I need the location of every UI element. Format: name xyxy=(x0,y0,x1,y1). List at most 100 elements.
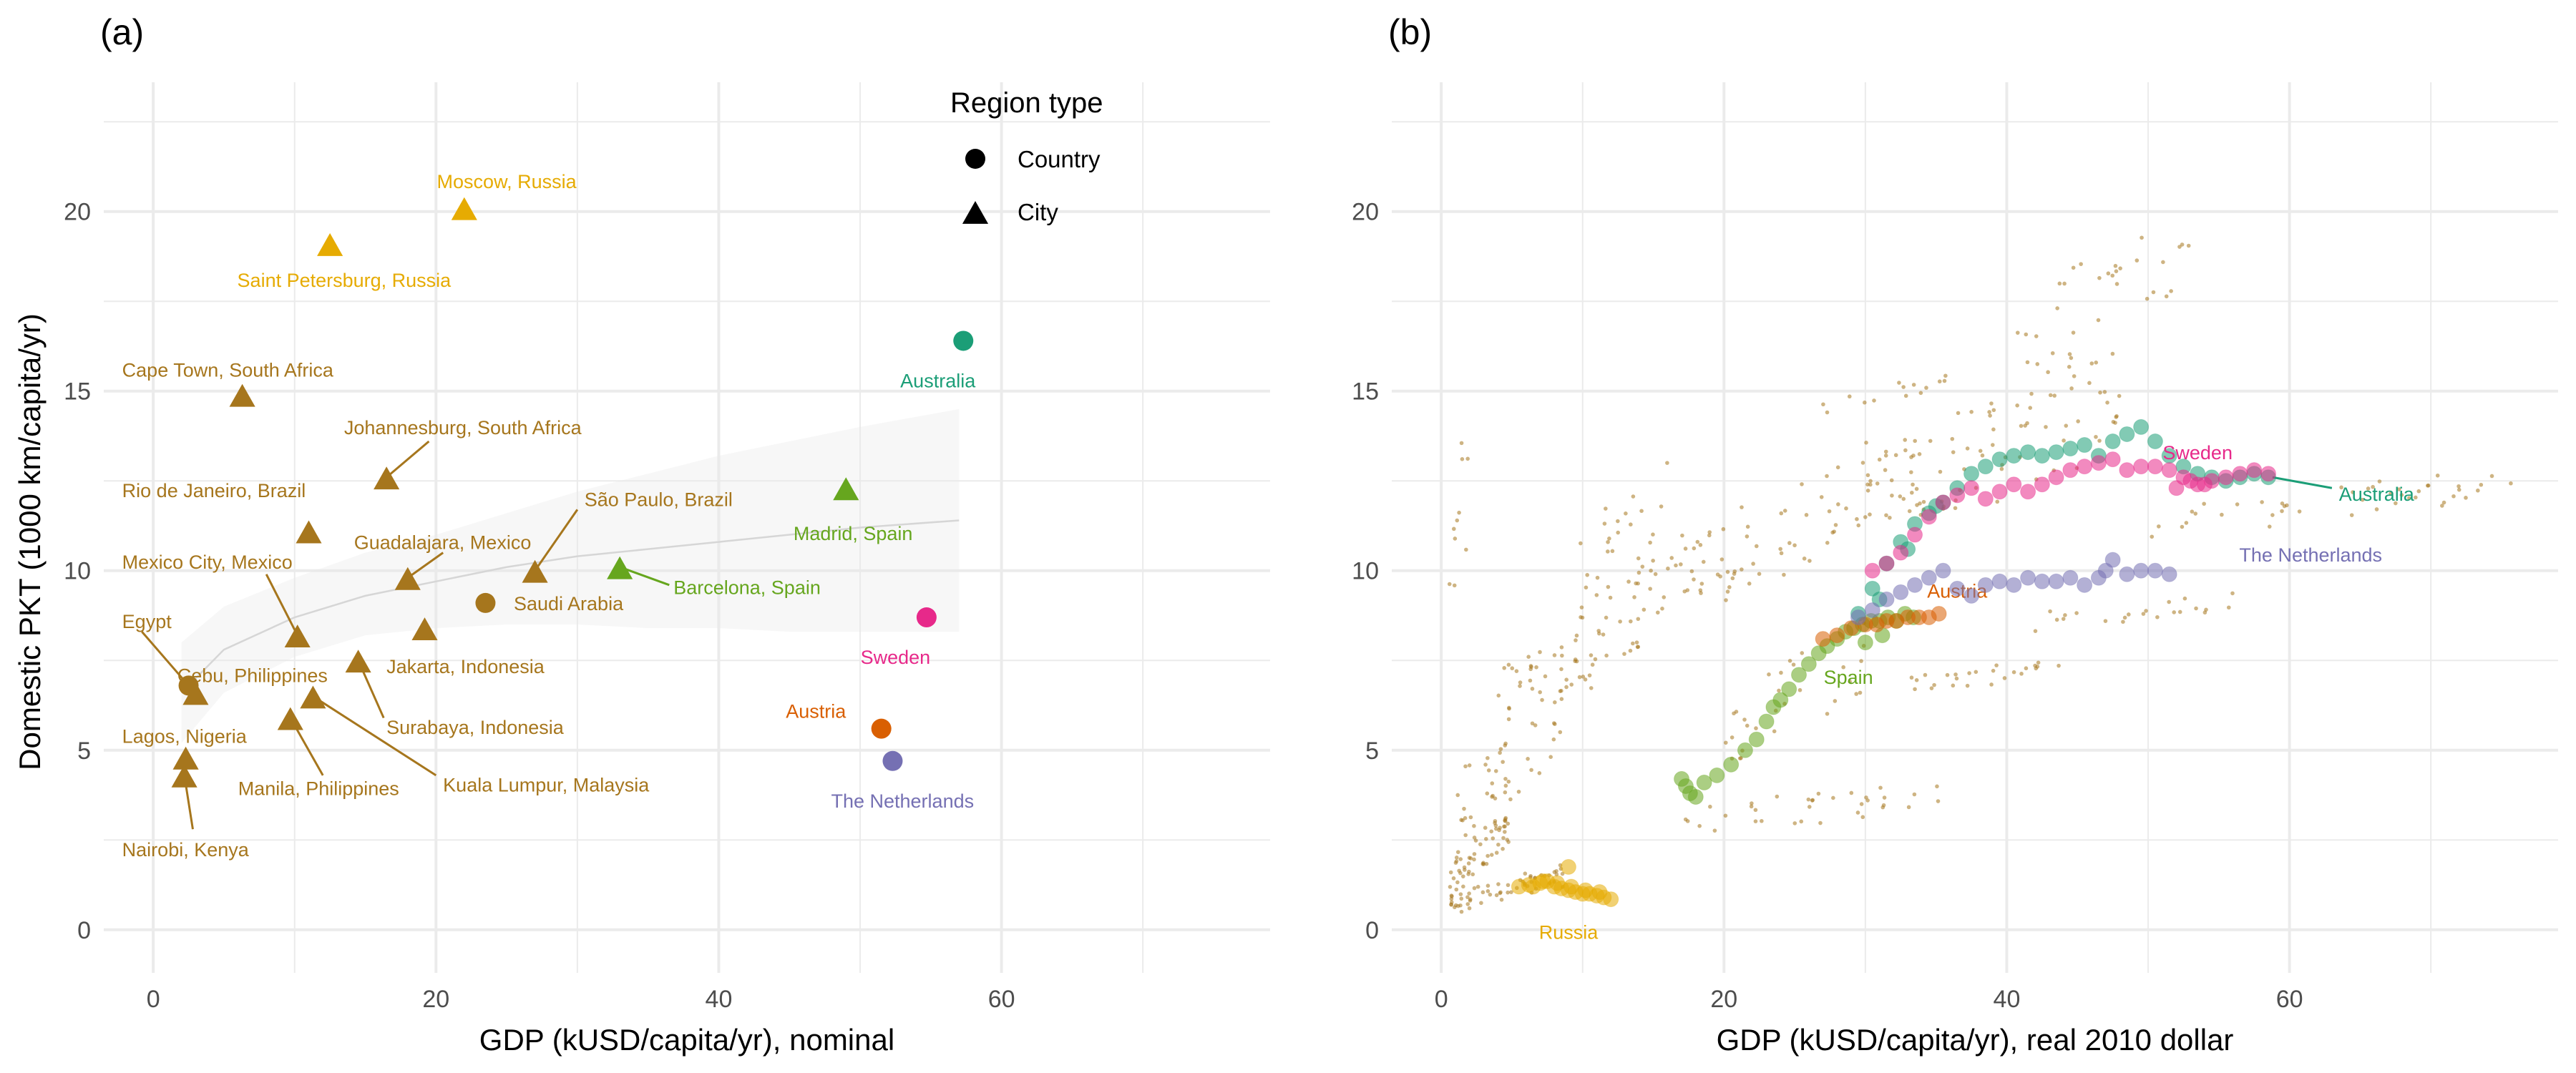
background-dot xyxy=(1685,588,1690,592)
background-dot xyxy=(2155,614,2160,619)
background-dot xyxy=(1540,697,1544,702)
x-tick-label: 20 xyxy=(422,986,449,1013)
background-dot xyxy=(1697,823,1702,828)
series-point xyxy=(1991,451,2008,468)
background-dot xyxy=(1913,687,1917,692)
background-dot xyxy=(2451,494,2456,499)
background-dot xyxy=(1462,806,1466,811)
background-dot xyxy=(1529,665,1533,670)
background-dot xyxy=(2094,361,2099,365)
point-label: Saudi Arabia xyxy=(514,593,624,614)
series-label: Sweden xyxy=(2162,442,2233,464)
background-dot xyxy=(1807,805,1812,809)
background-dot xyxy=(1665,461,1669,465)
background-dot xyxy=(1489,853,1494,857)
background-dot xyxy=(1740,505,1744,509)
background-dot xyxy=(1989,401,1994,406)
background-dot xyxy=(2425,484,2430,488)
country-point xyxy=(871,718,892,739)
background-dot xyxy=(1903,438,1908,442)
background-dot xyxy=(1574,633,1579,638)
point-label: Sweden xyxy=(861,647,931,668)
panel-tag: (b) xyxy=(1388,12,1432,52)
series-point xyxy=(2260,466,2276,482)
x-tick-label: 0 xyxy=(147,986,160,1013)
background-dot xyxy=(1530,721,1535,726)
background-dot xyxy=(1595,575,1600,580)
background-dot xyxy=(2127,612,2131,617)
series-point xyxy=(2090,455,2107,471)
background-dot xyxy=(2230,591,2235,596)
background-dot xyxy=(1503,818,1508,823)
background-dot xyxy=(2067,365,2072,369)
point-label: Saint Petersburg, Russia xyxy=(238,270,452,291)
series-point xyxy=(1963,587,1980,604)
background-dot xyxy=(1943,373,1948,378)
background-dot xyxy=(1792,543,1797,548)
background-dot xyxy=(1825,712,1830,716)
background-dot xyxy=(1466,872,1470,876)
background-dot xyxy=(1489,829,1494,834)
background-dot xyxy=(1950,436,1955,441)
background-dot xyxy=(1579,605,1584,609)
x-axis-title: GDP (kUSD/capita/yr), real 2010 dollar xyxy=(1717,1023,2234,1057)
background-dot xyxy=(2377,479,2382,484)
background-dot xyxy=(1468,897,1473,902)
y-tick-label: 15 xyxy=(1352,378,1379,406)
background-dot xyxy=(1494,851,1499,855)
background-dot xyxy=(2267,524,2272,529)
series-point xyxy=(2020,444,2036,461)
background-dot xyxy=(1889,478,1894,483)
background-dot xyxy=(1951,683,1956,688)
series-point xyxy=(1977,459,1994,475)
background-dot xyxy=(1496,842,1501,847)
background-dot xyxy=(1490,795,1494,799)
background-dot xyxy=(1534,665,1538,670)
background-dot xyxy=(1589,686,1594,690)
background-dot xyxy=(1494,893,1499,898)
background-dot xyxy=(2071,265,2076,270)
background-dot xyxy=(1906,805,1911,810)
background-dot xyxy=(2169,289,2173,293)
background-dot xyxy=(1860,461,1865,465)
background-dot xyxy=(1911,383,1916,387)
background-dot xyxy=(1475,884,1480,889)
series-point xyxy=(1949,487,1966,504)
background-dot xyxy=(2114,415,2119,419)
background-dot xyxy=(1692,546,1697,551)
series-point xyxy=(2133,418,2150,435)
background-dot xyxy=(1526,655,1531,660)
background-dot xyxy=(1827,509,1832,514)
series-point xyxy=(2161,462,2177,479)
background-dot xyxy=(1485,755,1490,760)
background-dot xyxy=(1854,692,1858,696)
background-dot xyxy=(1753,808,1758,813)
point-label: Mexico City, Mexico xyxy=(122,552,293,573)
point-label: Johannesburg, South Africa xyxy=(344,417,582,438)
background-dot xyxy=(1631,641,1635,646)
x-tick-label: 40 xyxy=(1994,986,2021,1013)
series-point xyxy=(2077,437,2093,454)
background-dot xyxy=(1528,873,1533,878)
series-point xyxy=(2197,476,2213,493)
background-dot xyxy=(1778,547,1782,552)
background-dot xyxy=(1458,857,1463,861)
background-dot xyxy=(2135,258,2140,263)
series-point xyxy=(1907,577,1923,593)
background-dot xyxy=(1485,791,1490,795)
background-dot xyxy=(1901,496,1906,501)
background-dot xyxy=(2435,473,2440,478)
background-dot xyxy=(1877,457,1882,462)
background-dot xyxy=(1745,524,1750,529)
background-dot xyxy=(1626,579,1631,584)
background-dot xyxy=(1451,526,1456,531)
background-dot xyxy=(1480,861,1485,866)
background-dot xyxy=(1465,456,1470,461)
background-dot xyxy=(1551,721,1556,725)
background-dot xyxy=(2117,393,2122,398)
background-dot xyxy=(1855,810,1860,815)
background-dot xyxy=(1553,700,1557,705)
point-label: Jakarta, Indonesia xyxy=(386,656,545,677)
point-label: São Paulo, Brazil xyxy=(585,489,733,510)
background-dot xyxy=(2057,281,2062,286)
